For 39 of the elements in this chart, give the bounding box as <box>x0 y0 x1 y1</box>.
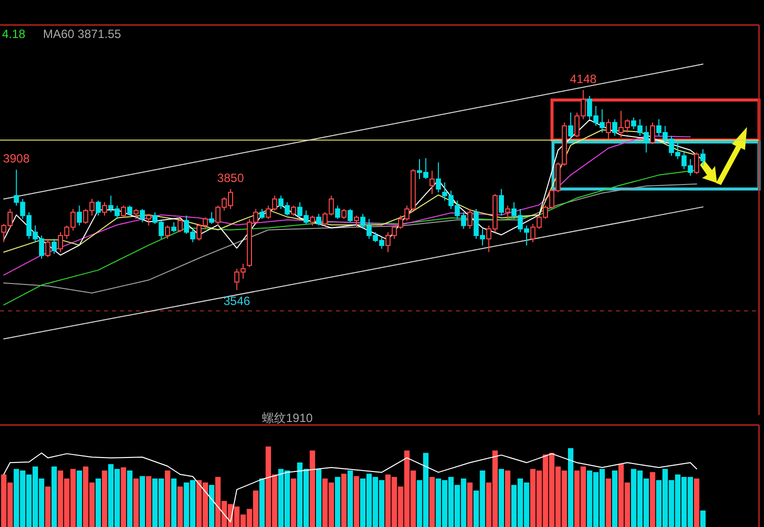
bar <box>498 468 504 527</box>
bar <box>429 476 435 527</box>
annotation: 4148 <box>570 72 597 86</box>
bar <box>164 470 170 527</box>
bar <box>341 474 347 527</box>
annotation: 3908 <box>3 152 30 166</box>
bar <box>51 466 57 527</box>
text: MA60 3871.55 <box>43 27 122 41</box>
bar <box>334 476 340 527</box>
bar <box>504 470 510 527</box>
annotation: 3546 <box>223 294 251 308</box>
bar <box>694 478 700 527</box>
bar <box>467 482 473 527</box>
text: 螺纹1910 <box>262 411 314 425</box>
bar <box>76 470 82 527</box>
bar <box>650 472 656 527</box>
bar <box>133 478 139 527</box>
bar <box>146 476 152 527</box>
bar <box>208 484 214 527</box>
bar <box>568 448 574 527</box>
bar <box>96 478 101 527</box>
bar <box>171 478 177 527</box>
bar <box>120 467 126 527</box>
bar <box>140 476 146 527</box>
bar <box>700 510 706 527</box>
annotation: 3850 <box>217 171 244 186</box>
bar <box>310 450 316 527</box>
bar <box>259 478 265 527</box>
bar <box>348 470 353 527</box>
bar <box>102 470 108 527</box>
bar <box>290 478 296 527</box>
bar <box>45 486 51 527</box>
bar <box>606 478 612 527</box>
bar <box>354 476 360 527</box>
bar <box>612 470 618 527</box>
bar <box>316 468 322 527</box>
bar <box>177 486 183 527</box>
bar <box>127 470 132 527</box>
text: 4.18 <box>2 27 26 41</box>
